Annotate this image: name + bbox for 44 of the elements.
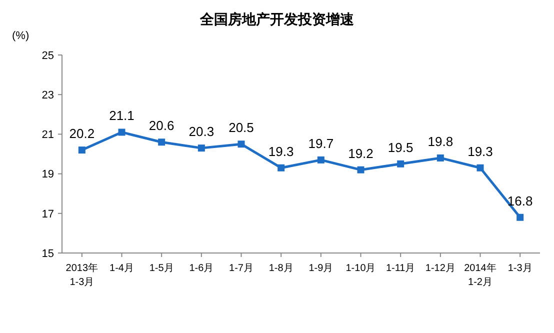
data-label: 19.8 bbox=[428, 134, 454, 149]
point bbox=[317, 156, 324, 164]
x-tick-label: 1-3月 bbox=[508, 263, 532, 274]
point bbox=[198, 144, 205, 152]
x-tick-label: 1-7月 bbox=[229, 263, 254, 274]
point bbox=[397, 160, 404, 168]
data-label: 21.1 bbox=[109, 108, 134, 124]
point bbox=[278, 164, 285, 172]
y-tick-label: 19 bbox=[42, 168, 54, 181]
data-label: 19.2 bbox=[348, 146, 374, 161]
y-tick-label: 17 bbox=[42, 208, 54, 220]
point bbox=[238, 140, 245, 148]
x-tick-label: 2014年 1-2月 bbox=[464, 262, 496, 288]
point bbox=[158, 138, 166, 146]
point bbox=[78, 146, 86, 154]
data-label: 20.5 bbox=[228, 120, 254, 136]
data-label: 19.7 bbox=[308, 136, 334, 151]
data-label: 20.2 bbox=[69, 126, 95, 142]
point bbox=[516, 214, 524, 221]
y-tick-label: 21 bbox=[42, 129, 54, 142]
x-tick-label: 2013年 1-3月 bbox=[66, 262, 98, 288]
x-tick-label: 1-12月 bbox=[425, 263, 456, 274]
chart-title: 全国房地产开发投资增速 bbox=[199, 11, 355, 27]
x-tick-label: 1-6月 bbox=[189, 263, 214, 274]
data-label: 19.5 bbox=[388, 140, 414, 155]
data-label: 19.3 bbox=[268, 144, 294, 159]
data-label: 20.3 bbox=[188, 124, 214, 140]
x-tick-label: 1-8月 bbox=[268, 263, 294, 274]
x-tick-label: 1-11月 bbox=[386, 263, 416, 274]
x-tick-label: 1-9月 bbox=[308, 263, 334, 274]
data-label: 16.8 bbox=[507, 193, 533, 208]
point bbox=[357, 166, 364, 174]
x-tick-label: 1-4月 bbox=[110, 263, 134, 274]
x-tick-label: 1-5月 bbox=[149, 263, 174, 274]
y-tick-label: 25 bbox=[42, 50, 54, 62]
x-tick-label: 1-10月 bbox=[346, 263, 376, 274]
y-tick-label: 23 bbox=[42, 89, 54, 102]
data-label: 19.3 bbox=[468, 144, 493, 159]
point bbox=[118, 128, 126, 136]
point bbox=[436, 154, 444, 162]
point bbox=[476, 164, 484, 172]
data-label: 20.6 bbox=[148, 118, 174, 134]
y-tick-label: 15 bbox=[42, 248, 54, 260]
y-axis-title: (%) bbox=[12, 30, 30, 42]
